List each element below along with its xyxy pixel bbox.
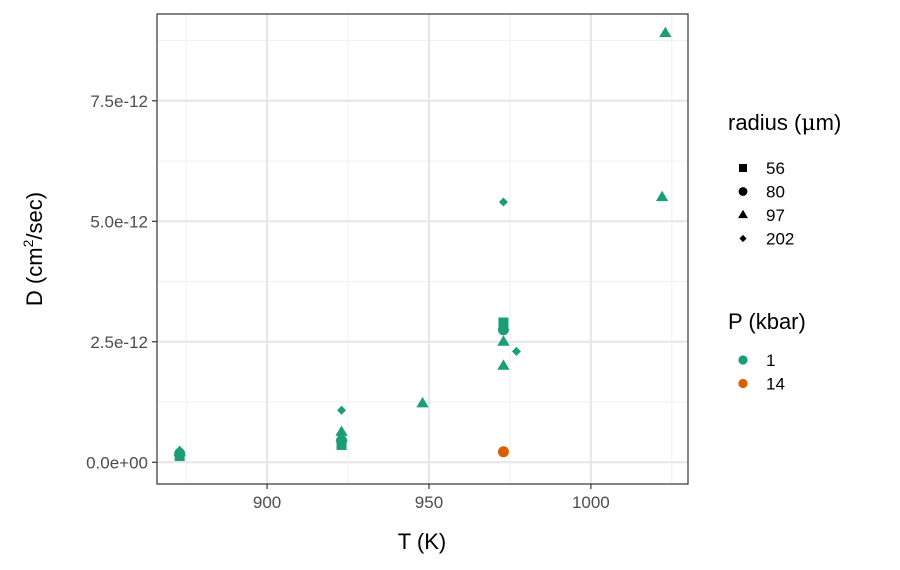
plot-background [157, 14, 688, 484]
legend-key-triangle [738, 209, 748, 219]
axis-ticks: 900 950 1000 0.0e+00 2.5e-12 5.0e-12 7.5e-12 [86, 92, 610, 512]
y-axis-title-superscript: 2 [20, 239, 36, 247]
data-point-triangle [497, 335, 510, 346]
y-axis-title-suffix: /sec) [22, 192, 47, 240]
shape-legend-title: radius (μm) [728, 110, 841, 136]
legend-key-square [739, 164, 747, 172]
legend-key-color [738, 355, 748, 365]
color-legend-entries: 114 [738, 351, 785, 394]
data-point-diamond [337, 405, 347, 415]
data-point-diamond [498, 197, 508, 207]
plot-border [156, 13, 689, 485]
data-points [173, 26, 672, 462]
legend-key-color [738, 378, 748, 389]
data-point-triangle [655, 190, 669, 202]
shape-legend-entries: 56 80 97 202 [738, 159, 794, 249]
y-tick-label: 5.0e-12 [90, 212, 148, 231]
shape-legend-title-mu: μ [801, 111, 815, 136]
data-point-triangle [416, 396, 429, 408]
y-tick-label: 2.5e-12 [90, 333, 148, 352]
data-point-triangle [335, 425, 348, 436]
y-tick-label: 7.5e-12 [90, 92, 148, 111]
shape-legend-label: 202 [766, 230, 794, 249]
data-point-triangle [497, 359, 510, 370]
x-tick-label: 900 [253, 493, 281, 512]
y-tick-label: 0.0e+00 [86, 453, 148, 472]
x-tick-label: 1000 [572, 493, 610, 512]
shape-legend: radius (μm) 56 80 97 202 [728, 110, 841, 249]
color-legend-label: 14 [766, 375, 785, 394]
legend-key-diamond [739, 234, 747, 243]
shape-legend-title-suffix: m) [816, 110, 842, 135]
y-axis-title-prefix: D (cm [22, 247, 47, 306]
data-point-diamond [511, 346, 521, 356]
data-point-triangle [659, 26, 672, 38]
data-point-square [498, 317, 509, 328]
shape-legend-label: 97 [766, 206, 785, 225]
legend-key-circle [738, 187, 748, 196]
color-legend: P (kbar) 114 [728, 309, 806, 394]
x-axis-title: T (K) [398, 529, 446, 554]
color-legend-label: 1 [766, 351, 775, 370]
shape-legend-label: 56 [766, 159, 785, 178]
data-point-circle [497, 446, 509, 458]
data-point-diamond [175, 445, 185, 455]
x-tick-label: 950 [415, 493, 443, 512]
shape-legend-label: 80 [766, 183, 785, 202]
color-legend-title: P (kbar) [728, 309, 806, 334]
grid [157, 14, 688, 484]
shape-legend-title-prefix: radius ( [728, 110, 802, 135]
y-axis-title: D (cm2/sec) [20, 192, 47, 306]
